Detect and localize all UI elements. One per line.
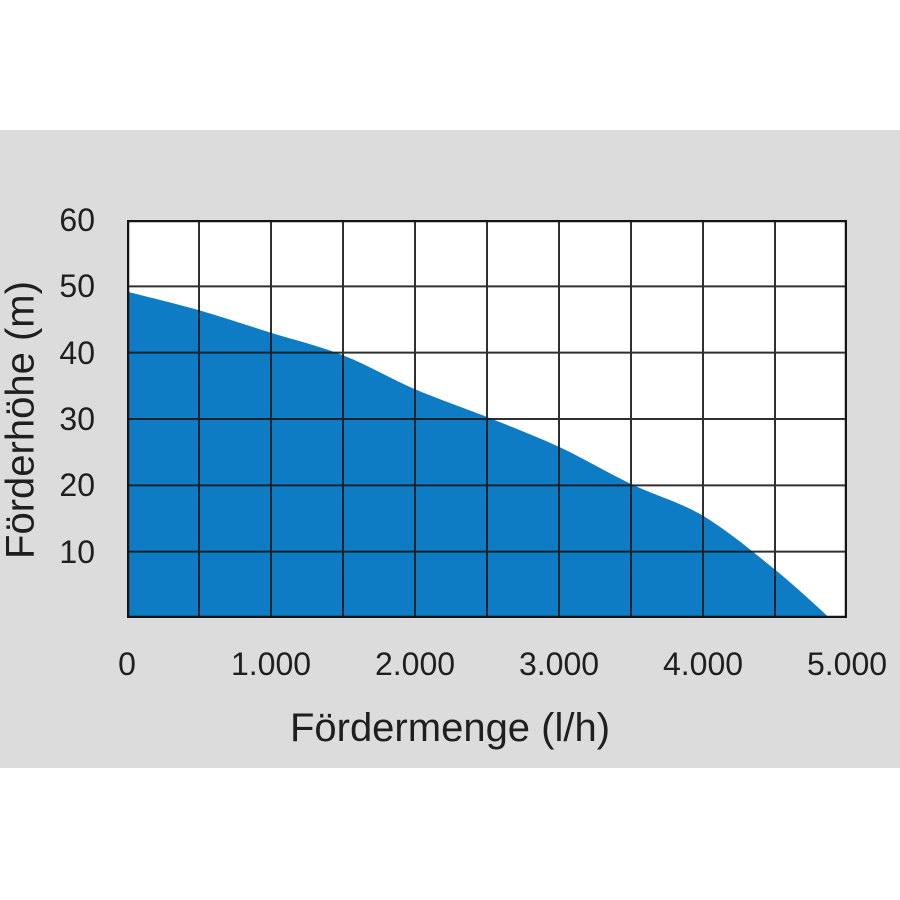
y-axis-title: Förderhöhe (m) xyxy=(0,281,43,559)
plot-area xyxy=(127,220,847,618)
plot-border xyxy=(127,220,847,618)
grid-lines xyxy=(127,220,847,618)
x-axis-title: Fördermenge (l/h) xyxy=(289,706,611,750)
pump-curve-area xyxy=(127,291,830,618)
